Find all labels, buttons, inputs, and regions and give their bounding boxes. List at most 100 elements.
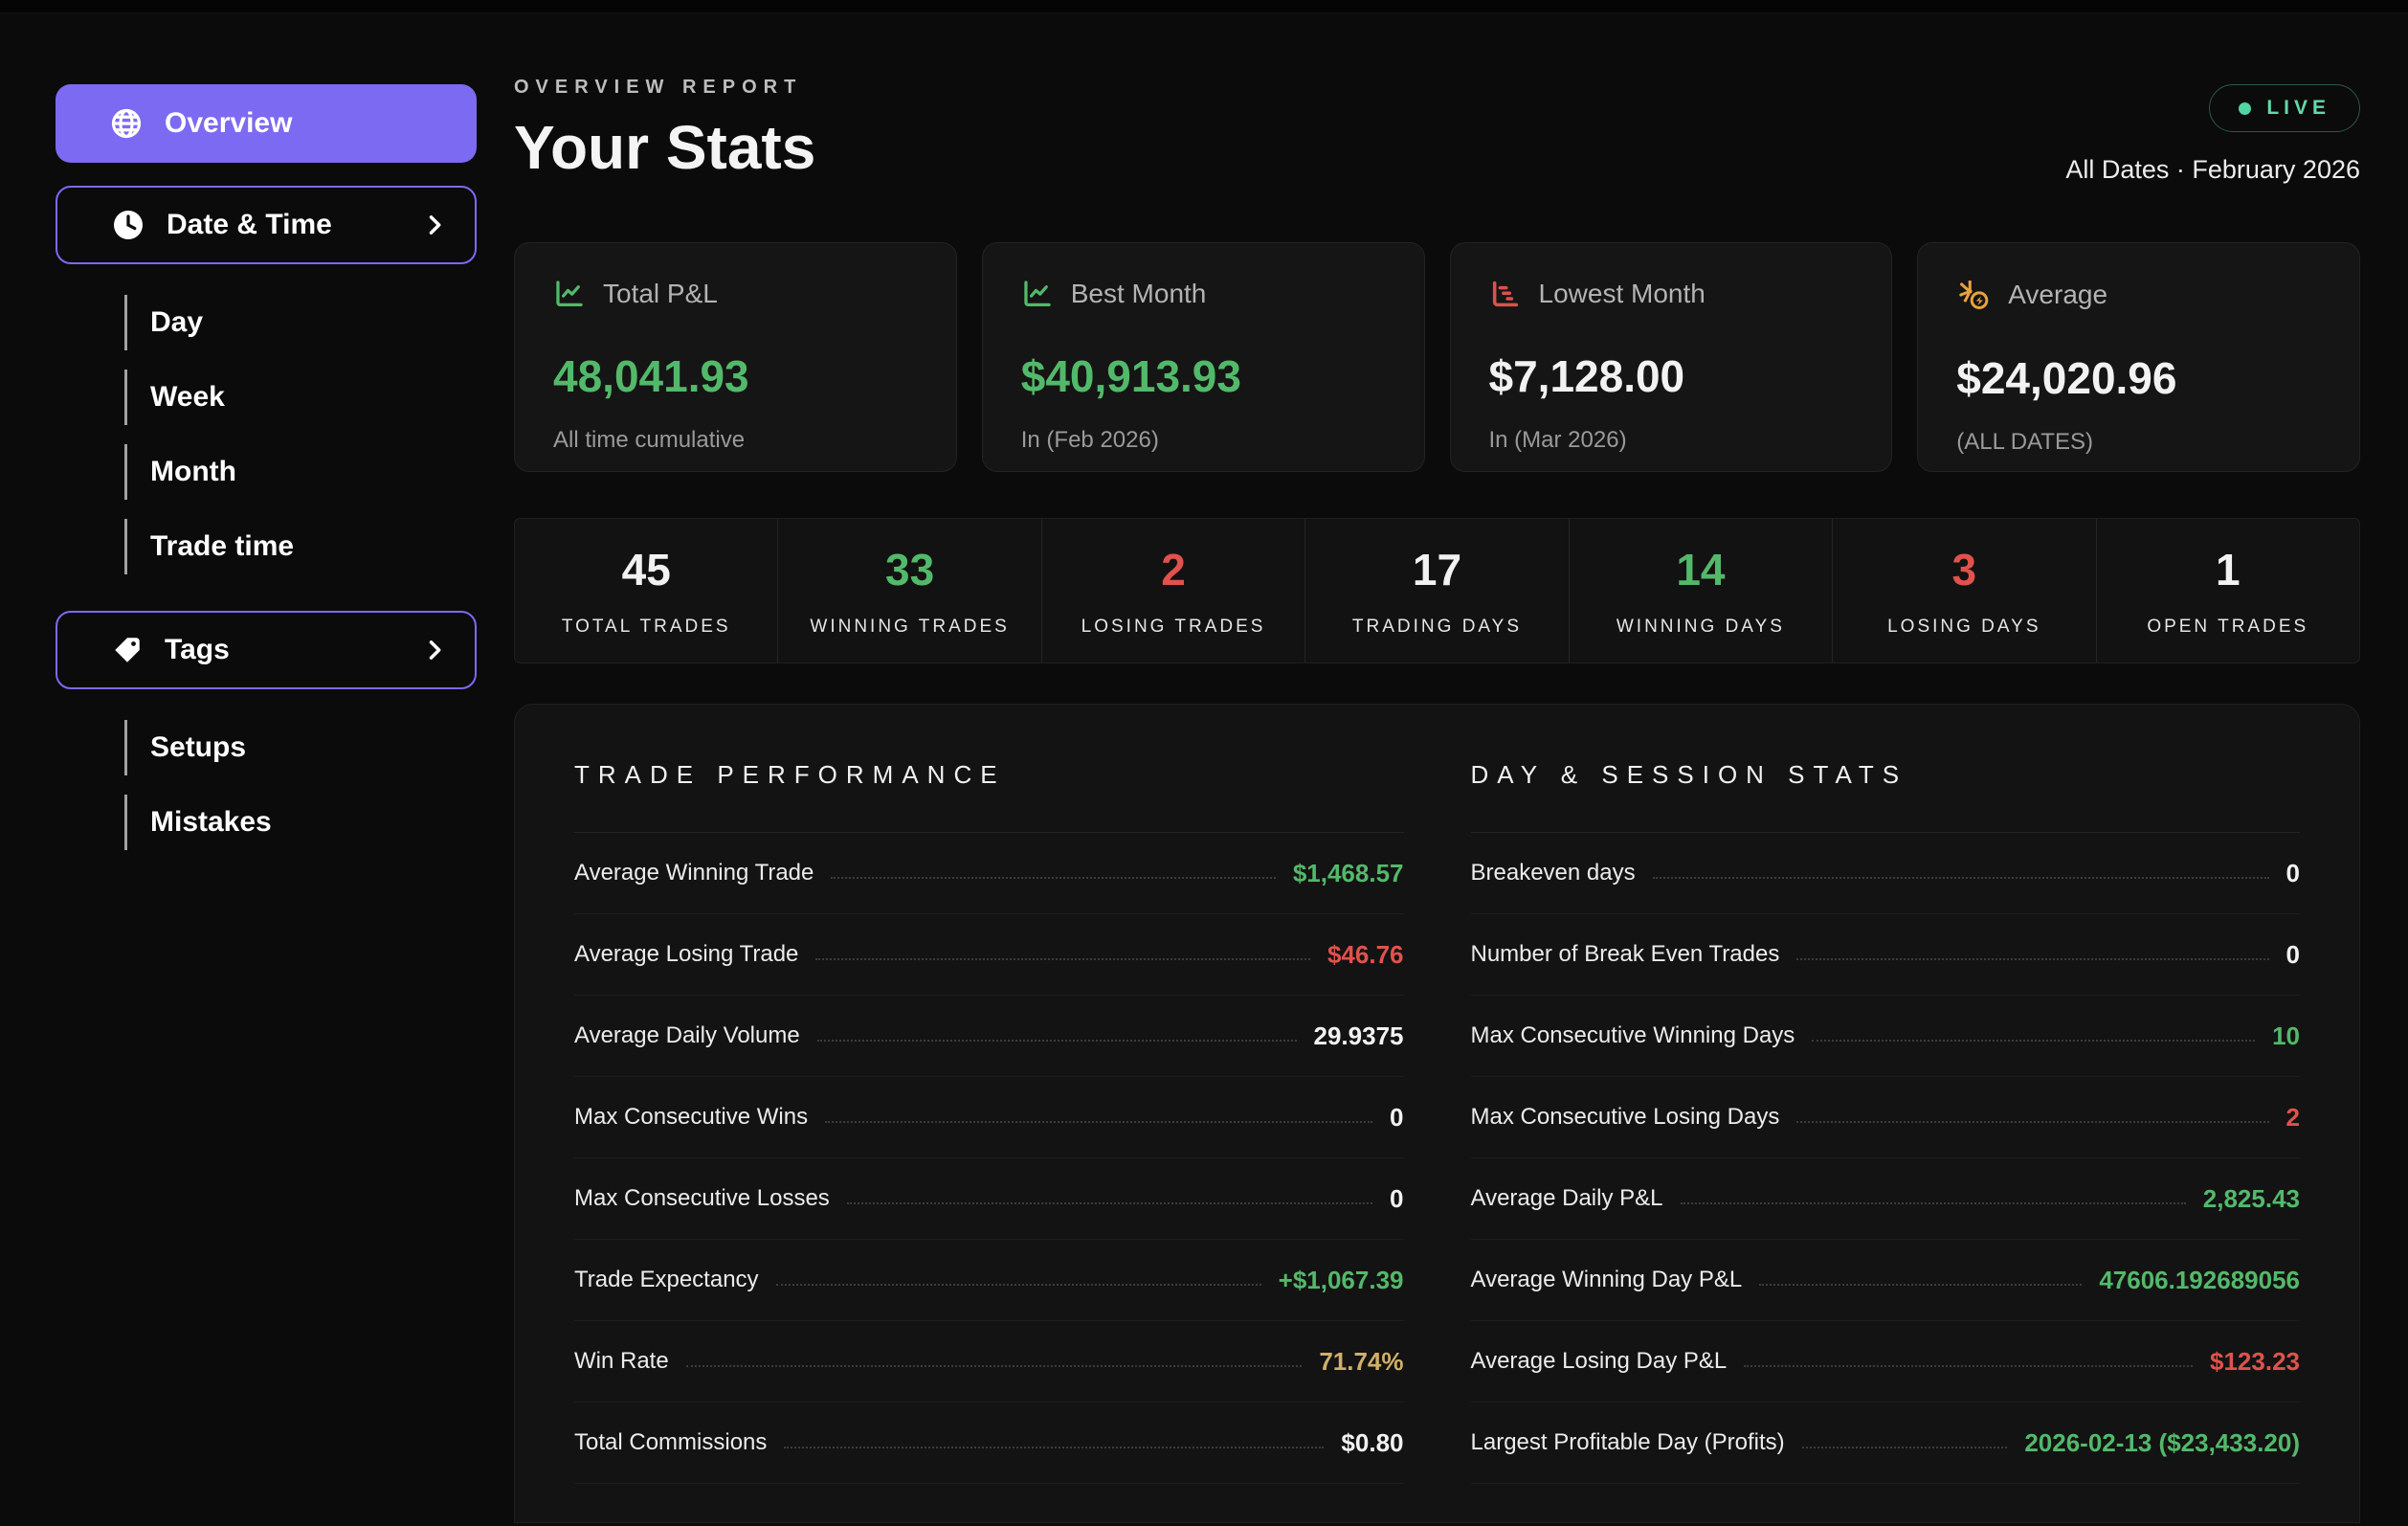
counter-label: LOSING DAYS [1887,617,2040,638]
dotted-leader [1759,1284,2082,1286]
counter-total-trades: 45 TOTAL TRADES [515,519,778,662]
stat-label: Average Losing Trade [574,941,798,968]
tags-sublist: Setups Mistakes [124,720,477,850]
dotted-leader [686,1365,1303,1367]
counter-value: 45 [622,544,671,595]
counter-winning-days: 14 WINNING DAYS [1570,519,1833,662]
main-content: OVERVIEW REPORT Your Stats LIVE All Date… [514,77,2360,1523]
stat-label: Total Commissions [574,1429,767,1456]
stat-value: 29.9375 [1314,1021,1404,1051]
trade-performance-section: TRADE PERFORMANCE Average Winning Trade … [574,760,1404,1484]
sidebar-item-week[interactable]: Week [124,370,477,425]
sidebar-item-trade-time[interactable]: Trade time [124,519,477,574]
counter-label: TRADING DAYS [1352,617,1522,638]
stat-label: Max Consecutive Losses [574,1185,830,1212]
card-label: Total P&L [603,279,718,309]
stat-value: 0 [2286,940,2300,970]
stat-row-average-daily-volume: Average Daily Volume 29.9375 [574,996,1404,1077]
sidebar-item-setups[interactable]: Setups [124,720,477,775]
stat-row-average-winning-day-pnl: Average Winning Day P&L 47606.192689056 [1471,1240,2301,1321]
counter-label: WINNING DAYS [1616,617,1785,638]
sidebar-item-label: Overview [165,107,292,140]
stat-row-max-consecutive-winning-days: Max Consecutive Winning Days 10 [1471,996,2301,1077]
card-value: $40,913.93 [1021,350,1386,402]
stat-label: Trade Expectancy [574,1267,759,1293]
stat-value: 71.74% [1319,1347,1403,1377]
stat-value: 2 [2286,1103,2300,1133]
chevron-right-icon [421,637,448,663]
stat-row-average-winning-trade: Average Winning Trade $1,468.57 [574,833,1404,914]
globe-icon [109,106,144,141]
counter-value: 3 [1952,544,1977,595]
dotted-leader [1802,1447,2008,1448]
card-subtext: (ALL DATES) [1956,429,2321,456]
counter-value: 2 [1161,544,1186,595]
dotted-leader [817,1040,1297,1042]
stat-label: Average Losing Day P&L [1471,1348,1728,1375]
sidebar-item-day[interactable]: Day [124,295,477,350]
stat-label: Max Consecutive Losing Days [1471,1104,1780,1131]
stat-value: +$1,067.39 [1279,1266,1404,1295]
sidebar-item-month[interactable]: Month [124,444,477,500]
card-lowest-month: Lowest Month $7,128.00 In (Mar 2026) [1450,242,1893,472]
stat-value: 2,825.43 [2203,1184,2300,1214]
dotted-leader [815,958,1310,960]
sidebar-item-date-time[interactable]: Date & Time [56,186,477,264]
dotted-leader [1653,877,2269,879]
stat-label: Average Winning Trade [574,860,814,886]
day-session-stats-section: DAY & SESSION STATS Breakeven days 0 Num… [1471,760,2301,1484]
stat-value: $46.76 [1327,940,1404,970]
stat-row-average-losing-trade: Average Losing Trade $46.76 [574,914,1404,996]
dotted-leader [1681,1202,2186,1204]
stat-value: 0 [1390,1103,1403,1133]
sidebar-item-label: Date & Time [167,209,332,241]
chevron-right-icon [421,212,448,238]
dotted-leader [847,1202,1372,1204]
counter-label: LOSING TRADES [1081,617,1266,638]
dotted-leader [784,1447,1324,1448]
live-dot-icon [2239,102,2251,115]
sidebar-item-tags[interactable]: Tags [56,611,477,689]
stat-label: Number of Break Even Trades [1471,941,1780,968]
card-value: $24,020.96 [1956,352,2321,404]
sidebar-item-overview[interactable]: Overview [56,84,477,163]
card-best-month: Best Month $40,913.93 In (Feb 2026) [982,242,1425,472]
stat-row-win-rate: Win Rate 71.74% [574,1321,1404,1403]
chart-line-icon [553,278,586,310]
counter-value: 17 [1413,544,1461,595]
stat-label: Average Daily P&L [1471,1185,1663,1212]
stat-row-total-commissions: Total Commissions $0.80 [574,1403,1404,1484]
date-time-sublist: Day Week Month Trade time [124,295,477,574]
live-badge[interactable]: LIVE [2209,84,2360,132]
top-window-bar [0,0,2408,13]
card-subtext: In (Mar 2026) [1489,427,1854,454]
sidebar-item-mistakes[interactable]: Mistakes [124,795,477,850]
stat-value: 47606.192689056 [2099,1266,2300,1295]
stat-cards: Total P&L 48,041.93 All time cumulative … [514,242,2360,472]
dotted-leader [825,1121,1372,1123]
counter-value: 1 [2216,544,2241,595]
card-value: 48,041.93 [553,350,918,402]
live-label: LIVE [2266,97,2330,120]
stat-row-average-losing-day-pnl: Average Losing Day P&L $123.23 [1471,1321,2301,1403]
counter-label: TOTAL TRADES [562,617,731,638]
card-subtext: All time cumulative [553,427,918,454]
stat-value: 0 [1390,1184,1403,1214]
stat-label: Average Daily Volume [574,1022,800,1049]
counter-label: OPEN TRADES [2147,617,2308,638]
stat-row-largest-profitable-day: Largest Profitable Day (Profits) 2026-02… [1471,1403,2301,1484]
stat-value: $0.80 [1341,1428,1403,1458]
section-title: DAY & SESSION STATS [1471,760,2301,833]
stat-value: $123.23 [2210,1347,2300,1377]
stat-label: Average Winning Day P&L [1471,1267,1743,1293]
bar-chart-decreasing-icon [1489,278,1522,310]
counter-losing-trades: 2 LOSING TRADES [1042,519,1305,662]
stat-value: 10 [2272,1021,2300,1051]
dotted-leader [776,1284,1261,1286]
stat-row-trade-expectancy: Trade Expectancy +$1,067.39 [574,1240,1404,1321]
stat-label: Breakeven days [1471,860,1636,886]
stat-row-max-consecutive-losing-days: Max Consecutive Losing Days 2 [1471,1077,2301,1158]
counter-open-trades: 1 OPEN TRADES [2097,519,2359,662]
counter-trading-days: 17 TRADING DAYS [1305,519,1569,662]
card-label: Lowest Month [1539,279,1706,309]
